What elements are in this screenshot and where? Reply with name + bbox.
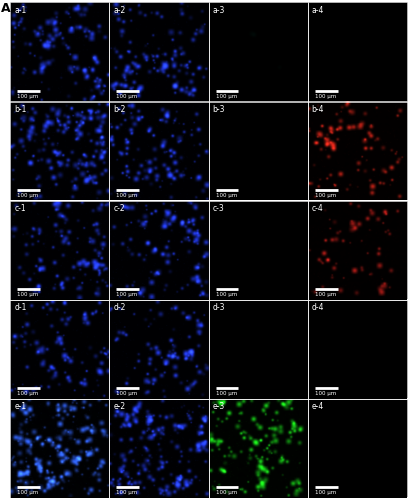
Text: A: A <box>1 2 11 15</box>
Text: 100 μm: 100 μm <box>17 94 38 98</box>
Text: 100 μm: 100 μm <box>216 490 237 494</box>
Text: e-4: e-4 <box>312 402 324 411</box>
Text: c-1: c-1 <box>14 204 26 214</box>
Text: 100 μm: 100 μm <box>216 94 237 98</box>
Text: 100 μm: 100 μm <box>17 490 38 494</box>
Text: 100 μm: 100 μm <box>315 192 336 198</box>
Text: 100 μm: 100 μm <box>116 192 137 198</box>
Text: c-2: c-2 <box>113 204 125 214</box>
Text: 100 μm: 100 μm <box>116 390 137 396</box>
Text: 100 μm: 100 μm <box>315 292 336 296</box>
Text: a-2: a-2 <box>113 6 126 16</box>
Text: 100 μm: 100 μm <box>116 94 137 98</box>
Text: 100 μm: 100 μm <box>216 292 237 296</box>
Text: a-4: a-4 <box>312 6 324 16</box>
Text: d-3: d-3 <box>213 304 225 312</box>
Text: 100 μm: 100 μm <box>17 292 38 296</box>
Text: 100 μm: 100 μm <box>216 192 237 198</box>
Text: d-2: d-2 <box>113 304 126 312</box>
Text: e-1: e-1 <box>14 402 26 411</box>
Text: b-4: b-4 <box>312 106 324 114</box>
Text: b-1: b-1 <box>14 106 27 114</box>
Text: c-3: c-3 <box>213 204 224 214</box>
Text: e-3: e-3 <box>213 402 225 411</box>
Text: 100 μm: 100 μm <box>116 292 137 296</box>
Text: 100 μm: 100 μm <box>315 390 336 396</box>
Text: a-1: a-1 <box>14 6 27 16</box>
Text: 100 μm: 100 μm <box>315 490 336 494</box>
Text: 100 μm: 100 μm <box>17 192 38 198</box>
Text: 100 μm: 100 μm <box>116 490 137 494</box>
Text: 100 μm: 100 μm <box>216 390 237 396</box>
Text: 100 μm: 100 μm <box>315 94 336 98</box>
Text: b-3: b-3 <box>213 106 225 114</box>
Text: e-2: e-2 <box>113 402 126 411</box>
Text: 100 μm: 100 μm <box>17 390 38 396</box>
Text: d-1: d-1 <box>14 304 27 312</box>
Text: b-2: b-2 <box>113 106 126 114</box>
Text: d-4: d-4 <box>312 304 324 312</box>
Text: a-3: a-3 <box>213 6 225 16</box>
Text: c-4: c-4 <box>312 204 324 214</box>
